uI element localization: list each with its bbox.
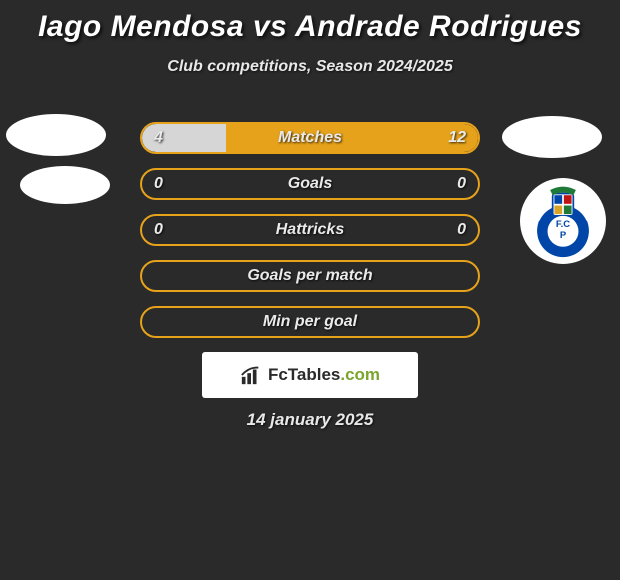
stat-row: Goals 0 0 bbox=[140, 168, 480, 200]
stat-value-right: 0 bbox=[457, 175, 466, 193]
date-text: 14 january 2025 bbox=[0, 410, 620, 430]
bars-icon bbox=[240, 364, 262, 386]
stat-value-right: 0 bbox=[457, 221, 466, 239]
player-right-photo bbox=[502, 116, 602, 158]
stat-label: Goals bbox=[288, 175, 332, 193]
svg-text:P: P bbox=[560, 230, 566, 241]
stat-row: Goals per match bbox=[140, 260, 480, 292]
page-title: Iago Mendosa vs Andrade Rodrigues bbox=[0, 0, 620, 44]
stat-fill-right bbox=[226, 124, 478, 152]
stat-value-right: 12 bbox=[448, 129, 466, 147]
brand-box: FcTables.com bbox=[202, 352, 418, 398]
stat-label: Hattricks bbox=[276, 221, 344, 239]
subtitle: Club competitions, Season 2024/2025 bbox=[0, 58, 620, 76]
stat-value-left: 0 bbox=[154, 175, 163, 193]
stat-value-left: 4 bbox=[154, 129, 163, 147]
club-right-badge: F.C P bbox=[520, 178, 606, 264]
porto-crest-icon: F.C P bbox=[520, 178, 606, 264]
stats-container: Matches 4 12 Goals 0 0 Hattricks 0 0 Goals per ma… bbox=[140, 122, 480, 352]
club-left-badge bbox=[24, 148, 96, 220]
stat-row: Matches 4 12 bbox=[140, 122, 480, 154]
stat-label: Goals per match bbox=[247, 267, 372, 285]
stat-label: Min per goal bbox=[263, 313, 357, 331]
svg-text:F.C: F.C bbox=[556, 219, 570, 230]
stat-row: Min per goal bbox=[140, 306, 480, 338]
brand-text: FcTables.com bbox=[268, 365, 380, 385]
stat-row: Hattricks 0 0 bbox=[140, 214, 480, 246]
stat-label: Matches bbox=[278, 129, 342, 147]
stat-value-left: 0 bbox=[154, 221, 163, 239]
